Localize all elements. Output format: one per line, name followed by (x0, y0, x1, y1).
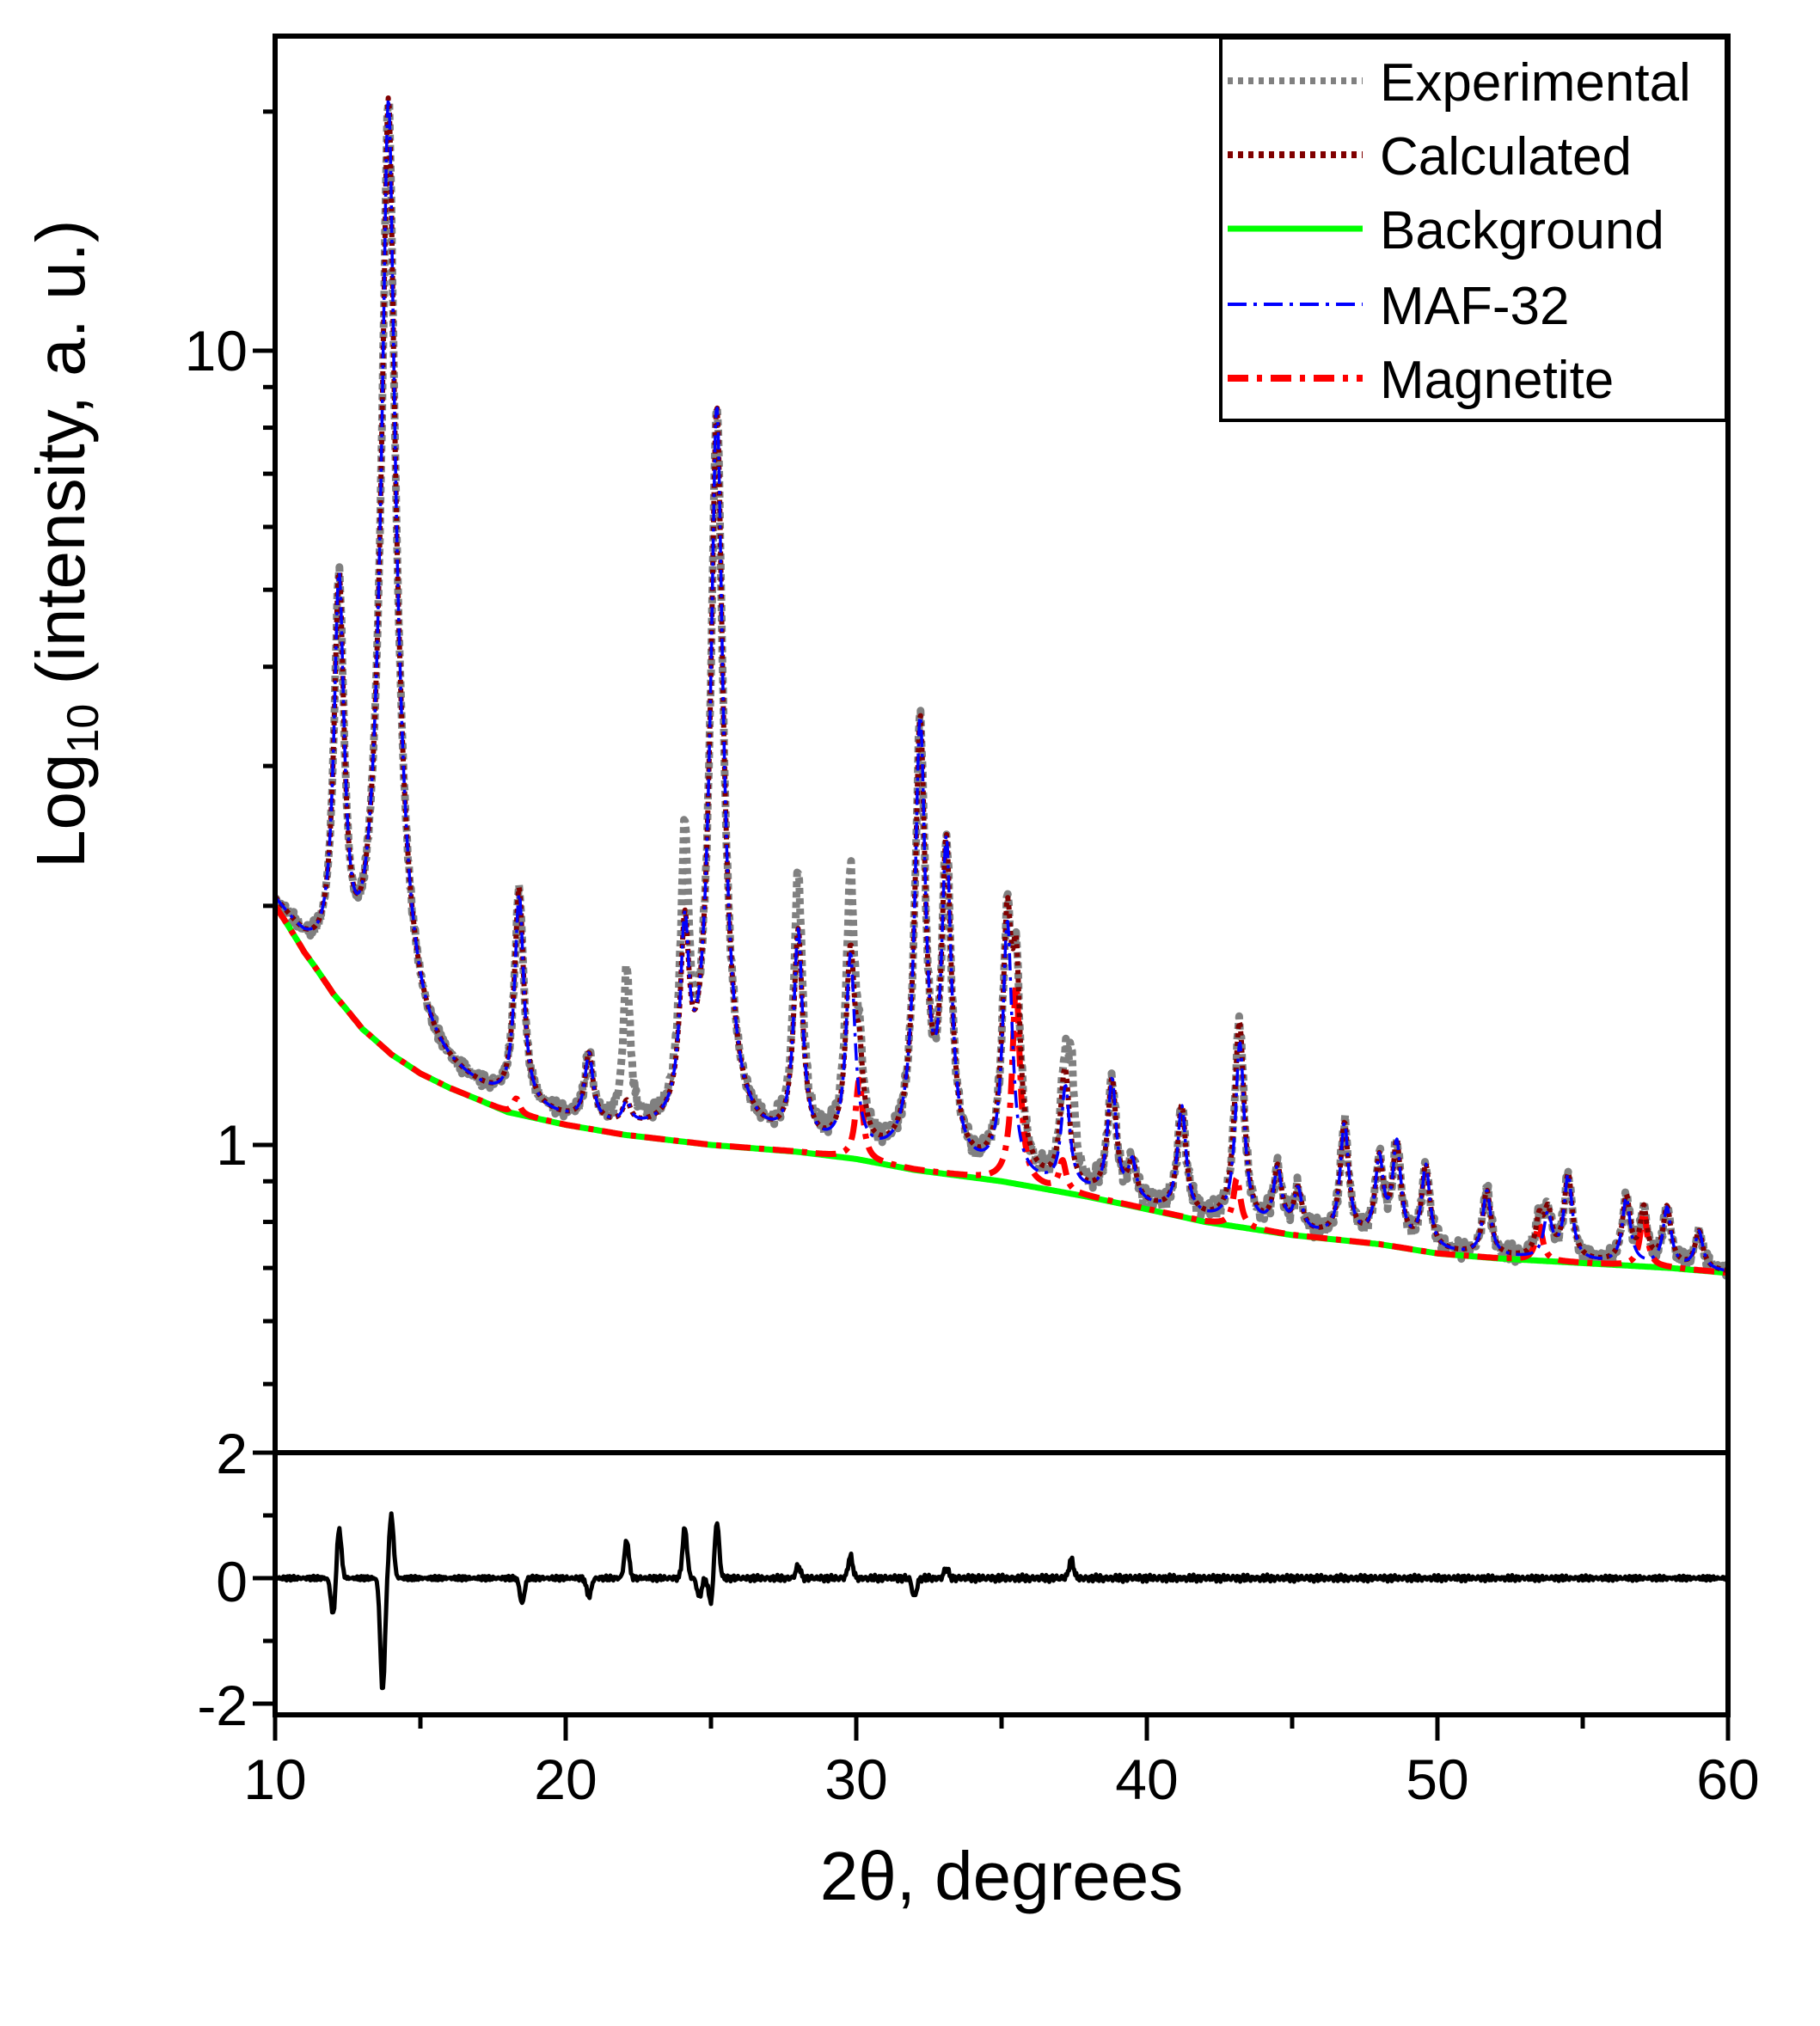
difference-plot-frame (273, 1450, 1731, 1717)
y-axis-label-subscript: 10 (58, 704, 108, 754)
series-difference-line (275, 1511, 1728, 1691)
legend-label-calculated: Calculated (1380, 127, 1632, 187)
legend-label-experimental: Experimental (1380, 53, 1691, 113)
svg-text:Log10 (intensity, a. u.): Log10 (intensity, a. u.) (22, 220, 108, 869)
y-axis-label-log: Log (22, 754, 99, 868)
series-maf32-line (275, 96, 1728, 1273)
main-y-tick-labels: 10 1 2 (185, 319, 248, 1485)
y-axis-label-rest: (intensity, a. u.) (22, 220, 99, 704)
diff-y-tick-label-neg2: -2 (197, 1674, 248, 1737)
x-tick-label-60: 60 (1696, 1748, 1759, 1811)
main-plot-series (275, 95, 1728, 1280)
x-tick-label-10: 10 (243, 1748, 306, 1811)
legend: Experimental Calculated Background MAF-3… (1219, 36, 1728, 422)
legend-label-magnetite: Magnetite (1380, 351, 1614, 410)
difference-y-tick-labels: 2 0 -2 (197, 1422, 248, 1737)
axis-ticks (253, 109, 1731, 1741)
legend-label-maf32: MAF-32 (1380, 277, 1569, 336)
x-axis-label: 2θ, degrees (820, 1838, 1184, 1914)
y-tick-label-10: 10 (185, 319, 248, 383)
x-tick-labels: 10 20 30 40 50 60 (243, 1748, 1759, 1811)
series-magnetite-line (275, 903, 1728, 1276)
diff-y-tick-label-0: 0 (216, 1550, 248, 1613)
x-tick-label-50: 50 (1406, 1748, 1468, 1811)
x-tick-label-40: 40 (1115, 1748, 1178, 1811)
y-axis-label: Log10 (intensity, a. u.) (22, 220, 108, 869)
x-tick-label-30: 30 (824, 1748, 887, 1811)
diff-y-tick-label-2: 2 (216, 1422, 248, 1485)
legend-label-background: Background (1380, 201, 1664, 260)
x-tick-label-20: 20 (534, 1748, 597, 1811)
y-tick-label-1: 1 (216, 1113, 248, 1177)
difference-plot-series (275, 1511, 1728, 1691)
y-tick-label-2-main: 2 (216, 1422, 248, 1485)
